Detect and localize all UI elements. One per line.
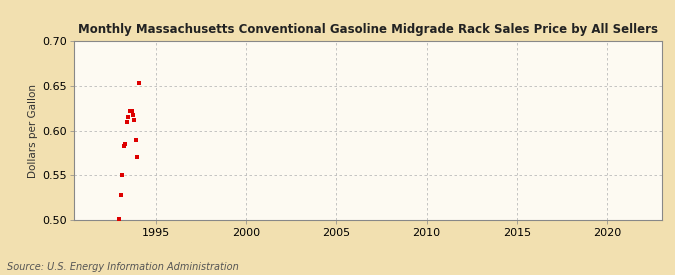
Point <box>120 142 131 146</box>
Title: Monthly Massachusetts Conventional Gasoline Midgrade Rack Sales Price by All Sel: Monthly Massachusetts Conventional Gasol… <box>78 23 658 36</box>
Point <box>129 118 140 122</box>
Text: Source: U.S. Energy Information Administration: Source: U.S. Energy Information Administ… <box>7 262 238 272</box>
Point <box>126 109 137 113</box>
Point <box>134 81 144 86</box>
Point <box>123 115 134 119</box>
Point <box>117 173 128 177</box>
Point <box>114 217 125 221</box>
Point <box>132 155 143 160</box>
Point <box>122 119 132 124</box>
Point <box>128 113 138 118</box>
Point <box>119 144 130 148</box>
Point <box>115 193 126 197</box>
Y-axis label: Dollars per Gallon: Dollars per Gallon <box>28 84 38 178</box>
Point <box>124 109 135 113</box>
Point <box>131 138 142 142</box>
